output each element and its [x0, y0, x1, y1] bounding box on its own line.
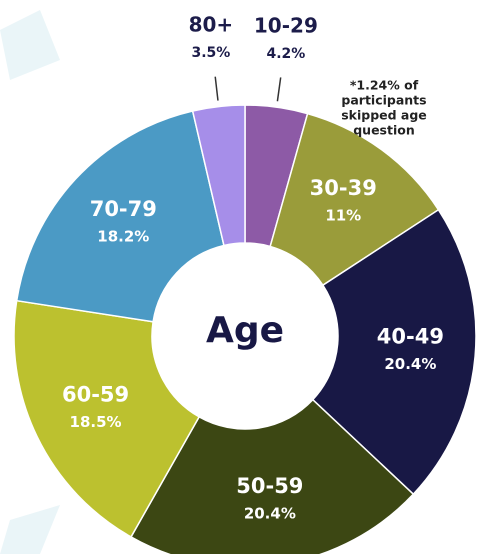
annotation-line: skipped age	[341, 108, 427, 123]
category-label: 30-39	[310, 176, 377, 200]
leader-line	[214, 76, 219, 101]
value-label: 4.2%	[266, 46, 305, 62]
category-label: 80+	[189, 12, 234, 36]
annotation-line: *1.24% of	[350, 78, 419, 93]
leader-line	[276, 77, 282, 102]
value-label: 3.5%	[191, 45, 230, 61]
value-label: 11%	[325, 207, 361, 225]
segment	[15, 110, 225, 323]
category-label: 40-49	[377, 325, 444, 349]
category-label: 50-59	[236, 474, 303, 498]
annotation-line: participants	[341, 93, 426, 108]
decoration	[0, 10, 60, 80]
value-label: 18.2%	[97, 228, 149, 246]
category-label: 10-29	[254, 13, 318, 37]
category-label: 70-79	[90, 197, 157, 221]
value-label: 20.4%	[244, 505, 296, 523]
center-label: Age	[206, 310, 284, 351]
center-hole	[152, 243, 338, 429]
category-label: 60-59	[62, 382, 129, 406]
decoration	[0, 505, 60, 554]
value-label: 20.4%	[384, 355, 436, 373]
annotation-line: question	[353, 123, 415, 138]
value-label: 18.5%	[70, 413, 122, 431]
